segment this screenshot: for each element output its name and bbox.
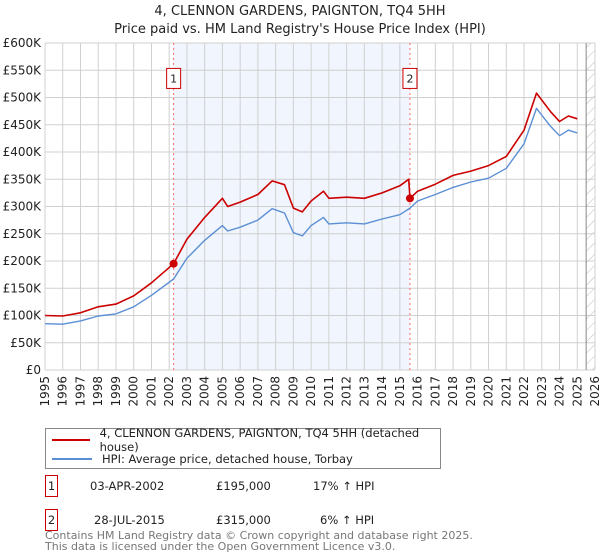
x-tick-label: 2020 xyxy=(482,376,496,407)
sale-label: 1 xyxy=(170,72,177,85)
y-tick-label: £300K xyxy=(3,200,43,214)
y-tick-label: £50K xyxy=(10,336,42,350)
x-tick-label: 1995 xyxy=(38,376,52,407)
y-tick-label: £0 xyxy=(26,363,41,377)
price-chart: 4, CLENNON GARDENS, PAIGNTON, TQ4 5HH Pr… xyxy=(3,4,600,407)
y-tick-label: £200K xyxy=(3,254,43,268)
y-tick-label: £250K xyxy=(3,227,43,241)
transaction-date: 03-APR-2002 xyxy=(90,479,165,493)
x-tick-label: 1997 xyxy=(73,376,87,407)
x-tick-label: 1999 xyxy=(109,376,123,407)
x-tick-label: 2025 xyxy=(570,376,584,407)
x-tick-label: 2012 xyxy=(340,376,354,407)
property-price-line xyxy=(44,92,578,317)
x-tick-label: 2014 xyxy=(375,376,389,407)
x-tick-label: 2002 xyxy=(162,376,176,407)
legend: 4, CLENNON GARDENS, PAIGNTON, TQ4 5HH (d… xyxy=(45,426,441,469)
x-tick-label: 2016 xyxy=(411,376,425,407)
x-tick-label: 2010 xyxy=(304,376,318,407)
x-tick-label: 2005 xyxy=(215,376,229,407)
x-tick-label: 2006 xyxy=(233,376,247,407)
legend-label-hpi: HPI: Average price, detached house, Torb… xyxy=(102,452,353,466)
sale-label-box xyxy=(402,67,418,89)
x-tick-label: 2001 xyxy=(144,376,158,407)
footer-copyright: Contains HM Land Registry data © Crown c… xyxy=(45,529,473,542)
y-tick-label: £100K xyxy=(3,309,43,323)
x-tick-label: 2017 xyxy=(428,376,442,407)
x-tick-label: 2024 xyxy=(553,376,567,407)
transaction-badge: 2 xyxy=(45,509,58,531)
x-tick-label: 2004 xyxy=(198,376,212,407)
x-tick-label: 2018 xyxy=(446,376,460,407)
x-tick-label: 2019 xyxy=(464,376,478,407)
x-tick-label: 2022 xyxy=(517,376,531,407)
hpi-line xyxy=(44,107,578,325)
transaction-badge: 1 xyxy=(45,475,58,497)
y-tick-label: £600K xyxy=(3,36,43,50)
y-tick-label: £400K xyxy=(3,145,43,159)
x-tick-label: 1996 xyxy=(56,376,70,407)
x-tick-label: 2023 xyxy=(535,376,549,407)
legend-line-red xyxy=(52,439,90,441)
x-tick-label: 2000 xyxy=(127,376,141,407)
y-tick-label: £500K xyxy=(3,91,43,105)
y-tick-label: £550K xyxy=(3,63,43,77)
x-tick-label: 2026 xyxy=(588,376,600,407)
footer: Contains HM Land Registry data © Crown c… xyxy=(45,530,473,552)
x-tick-label: 2015 xyxy=(393,376,407,407)
x-tick-label: 2013 xyxy=(357,376,371,407)
legend-item-hpi: HPI: Average price, detached house, Torb… xyxy=(52,451,353,467)
chart-subtitle: Price paid vs. HM Land Registry's House … xyxy=(114,22,486,37)
x-tick-label: 2008 xyxy=(269,376,283,407)
sale-label: 2 xyxy=(406,72,413,85)
x-tick-label: 2021 xyxy=(499,376,513,407)
x-tick-label: 2007 xyxy=(251,376,265,407)
transaction-price: £195,000 xyxy=(216,479,271,493)
x-tick-label: 2003 xyxy=(180,376,194,407)
legend-label-property: 4, CLENNON GARDENS, PAIGNTON, TQ4 5HH (d… xyxy=(99,426,420,454)
footer-licence: This data is licensed under the Open Gov… xyxy=(45,540,396,553)
x-tick-label: 2009 xyxy=(286,376,300,407)
transaction-hpi: 6% ↑ HPI xyxy=(320,513,375,527)
legend-line-blue xyxy=(52,458,92,460)
sale-label-box xyxy=(166,67,182,89)
y-tick-label: £450K xyxy=(3,118,43,132)
chart-title: 4, CLENNON GARDENS, PAIGNTON, TQ4 5HH xyxy=(154,4,445,19)
y-tick-label: £150K xyxy=(3,281,43,295)
transaction-row: 2 28-JUL-2015 £315,000 6% ↑ HPI xyxy=(45,509,465,533)
transaction-price: £315,000 xyxy=(216,513,271,527)
x-tick-label: 2011 xyxy=(322,376,336,407)
transaction-row: 1 03-APR-2002 £195,000 17% ↑ HPI xyxy=(45,475,465,499)
transaction-date: 28-JUL-2015 xyxy=(94,513,165,527)
y-tick-label: £350K xyxy=(3,172,43,186)
sale-point xyxy=(169,259,178,268)
x-tick-label: 1998 xyxy=(91,376,105,407)
sale-point xyxy=(405,194,414,203)
legend-item-property: 4, CLENNON GARDENS, PAIGNTON, TQ4 5HH (d… xyxy=(52,426,440,454)
transaction-hpi: 17% ↑ HPI xyxy=(313,479,375,493)
